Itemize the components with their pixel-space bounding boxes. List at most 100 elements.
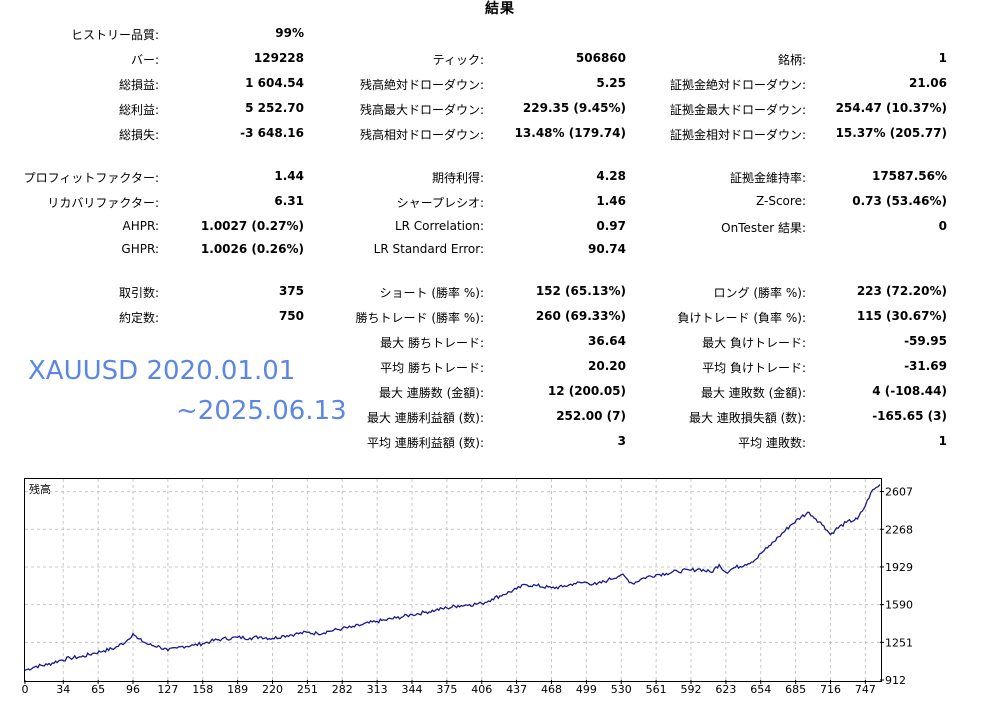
stat-value: 90.74 xyxy=(588,242,626,256)
stat-label: 最大 連勝数 (金額): xyxy=(378,386,484,400)
stat-label: AHPR: xyxy=(122,219,159,233)
x-tick-label: 313 xyxy=(367,683,388,696)
x-tick-label: 65 xyxy=(91,683,105,696)
stat-label: 証拠金最大ドローダウン: xyxy=(669,103,806,117)
x-tick-label: 530 xyxy=(611,683,632,696)
symbol-period-overlay-line1: XAUUSD 2020.01.01 xyxy=(28,356,296,386)
x-tick-label: 468 xyxy=(541,683,562,696)
stat-label: 最大 連敗数 (金額): xyxy=(700,386,806,400)
stat-label: バー: xyxy=(130,53,159,67)
x-tick-label: 251 xyxy=(297,683,318,696)
x-tick-label: 375 xyxy=(436,683,457,696)
x-tick-label: 592 xyxy=(681,683,702,696)
stat-label: 証拠金相対ドローダウン: xyxy=(669,128,806,142)
stat-label: 残高相対ドローダウン: xyxy=(359,128,484,142)
stat-label: Z-Score: xyxy=(756,194,806,208)
stat-value: 12 (200.05) xyxy=(547,384,626,398)
x-tick-label: 406 xyxy=(471,683,492,696)
stat-value: 252.00 (7) xyxy=(556,409,626,423)
stat-value: 1 xyxy=(938,434,947,448)
stat-label: 平均 連敗数: xyxy=(738,436,806,450)
stat-label: 総損益: xyxy=(118,78,159,92)
stat-label: 取引数: xyxy=(118,286,159,300)
stat-value: 1.0026 (0.26%) xyxy=(200,242,304,256)
x-tick-label: 189 xyxy=(227,683,248,696)
x-tick-label: 0 xyxy=(22,683,29,696)
stat-label: ティック: xyxy=(432,53,484,67)
stat-value: 152 (65.13%) xyxy=(535,284,626,298)
x-tick-label: 654 xyxy=(750,683,771,696)
stat-value: 6.31 xyxy=(274,194,304,208)
stat-label: 勝ちトレード (勝率 %): xyxy=(355,311,484,325)
stat-value: 13.48% (179.74) xyxy=(514,126,626,140)
stat-value: 750 xyxy=(278,309,304,323)
stat-label: リカバリファクター: xyxy=(47,196,159,210)
stat-label: 最大 負けトレード: xyxy=(702,336,806,350)
stat-value: 1.44 xyxy=(274,169,304,183)
stat-value: 5 252.70 xyxy=(245,101,304,115)
x-tick-label: 158 xyxy=(192,683,213,696)
stat-label: 銘柄: xyxy=(777,53,806,67)
report-title: 結果 xyxy=(485,1,515,17)
stat-value: 375 xyxy=(278,284,304,298)
x-tick-label: 220 xyxy=(262,683,283,696)
x-tick-label: 685 xyxy=(785,683,806,696)
stat-value: 129228 xyxy=(253,51,304,65)
stat-value: 20.20 xyxy=(588,359,626,373)
stat-value: 1.0027 (0.27%) xyxy=(200,219,304,233)
stat-value: 115 (30.67%) xyxy=(856,309,947,323)
stat-value: 506860 xyxy=(575,51,626,65)
x-tick-label: 499 xyxy=(576,683,597,696)
y-tick-label: 1590 xyxy=(885,599,913,612)
y-tick-label: 1251 xyxy=(885,636,913,649)
y-tick-label: 2268 xyxy=(885,523,913,536)
chart-title: 残高 xyxy=(29,483,51,496)
x-tick-label: 747 xyxy=(855,683,876,696)
stat-label: 残高絶対ドローダウン: xyxy=(359,78,484,92)
stat-value: 229.35 (9.45%) xyxy=(522,101,626,115)
stat-value: 17587.56% xyxy=(871,169,947,183)
stat-label: 約定数: xyxy=(118,311,159,325)
stat-value: -59.95 xyxy=(904,334,947,348)
x-tick-label: 716 xyxy=(820,683,841,696)
stat-value: 4 (-108.44) xyxy=(872,384,947,398)
stat-label: 総損失: xyxy=(118,128,159,142)
y-tick-label: 1929 xyxy=(885,561,913,574)
stat-value: -165.65 (3) xyxy=(872,409,947,423)
stat-value: 0.73 (53.46%) xyxy=(852,194,947,208)
history-quality-label: ヒストリー品質: xyxy=(70,28,159,42)
stat-value: 21.06 xyxy=(909,76,947,90)
history-quality-value: 99% xyxy=(275,26,304,40)
x-tick-label: 623 xyxy=(715,683,736,696)
stat-label: 証拠金維持率: xyxy=(729,171,806,185)
x-tick-label: 127 xyxy=(157,683,178,696)
stat-label: 残高最大ドローダウン: xyxy=(359,103,484,117)
balance-line xyxy=(24,484,881,671)
y-tick-label: 2607 xyxy=(885,486,913,499)
stat-value: 3 xyxy=(617,434,626,448)
stat-value: 4.28 xyxy=(596,169,626,183)
stat-label: 期待利得: xyxy=(431,171,484,185)
stat-label: LR Standard Error: xyxy=(373,242,484,256)
stat-label: LR Correlation: xyxy=(394,219,484,233)
symbol-period-overlay-line2: ~2025.06.13 xyxy=(176,396,347,426)
x-tick-label: 437 xyxy=(506,683,527,696)
stat-value: 1 xyxy=(938,51,947,65)
x-tick-label: 344 xyxy=(402,683,423,696)
x-tick-label: 34 xyxy=(56,683,70,696)
stat-label: シャープレシオ: xyxy=(396,196,484,210)
stat-value: 254.47 (10.37%) xyxy=(835,101,947,115)
stat-value: 1.46 xyxy=(596,194,626,208)
stat-value: 0.97 xyxy=(596,219,626,233)
stat-value: 0 xyxy=(938,219,947,233)
stat-label: GHPR: xyxy=(121,242,159,256)
x-tick-label: 561 xyxy=(646,683,667,696)
stat-label: 最大 勝ちトレード: xyxy=(380,336,484,350)
x-tick-label: 96 xyxy=(126,683,140,696)
stat-label: 負けトレード (負率 %): xyxy=(677,311,806,325)
y-tick-label: 912 xyxy=(885,674,906,687)
x-tick-label: 282 xyxy=(332,683,353,696)
stat-value: 5.25 xyxy=(596,76,626,90)
stat-value: 223 (72.20%) xyxy=(856,284,947,298)
